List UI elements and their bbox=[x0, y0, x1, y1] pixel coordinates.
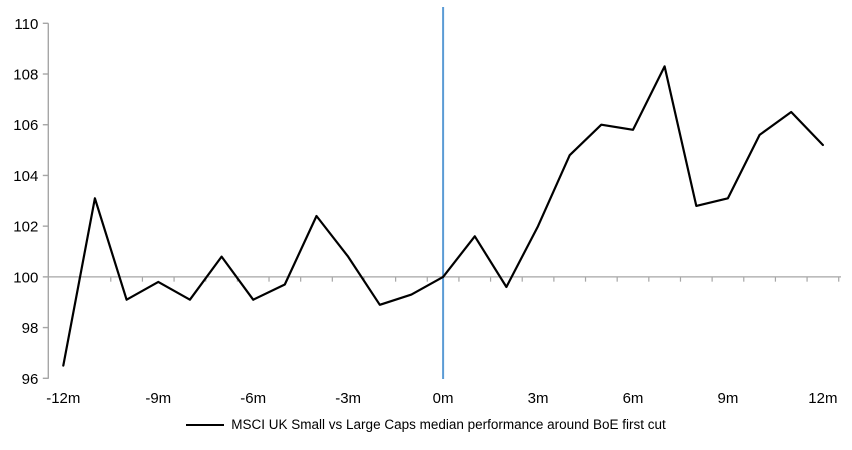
legend-label: MSCI UK Small vs Large Caps median perfo… bbox=[231, 417, 666, 432]
y-axis-tick-label: 108 bbox=[13, 67, 38, 84]
x-axis-tick-label: -9m bbox=[145, 390, 171, 407]
x-axis-tick-label: -6m bbox=[240, 390, 266, 407]
y-axis-tick-label: 106 bbox=[13, 117, 38, 134]
x-axis-tick-label: -3m bbox=[335, 390, 361, 407]
legend-line-swatch bbox=[186, 424, 225, 426]
x-axis-tick-label: 0m bbox=[433, 390, 454, 407]
y-axis-tick-label: 110 bbox=[14, 16, 38, 33]
data-series-line bbox=[62, 65, 825, 367]
x-axis-tick-label: -12m bbox=[46, 390, 80, 407]
y-axis-tick-label: 96 bbox=[22, 371, 39, 388]
y-axis-tick-label: 102 bbox=[13, 219, 38, 236]
x-axis-tick-label: 6m bbox=[623, 390, 644, 407]
y-axis-tick-label: 98 bbox=[22, 320, 39, 337]
y-axis-tick-label: 100 bbox=[13, 269, 38, 286]
x-axis-tick-label: 9m bbox=[718, 390, 739, 407]
x-axis-tick-label: 3m bbox=[528, 390, 549, 407]
chart-legend: MSCI UK Small vs Large Caps median perfo… bbox=[0, 415, 852, 435]
y-axis-tick-label: 104 bbox=[13, 168, 38, 185]
x-axis-tick-label: 12m bbox=[808, 390, 837, 407]
